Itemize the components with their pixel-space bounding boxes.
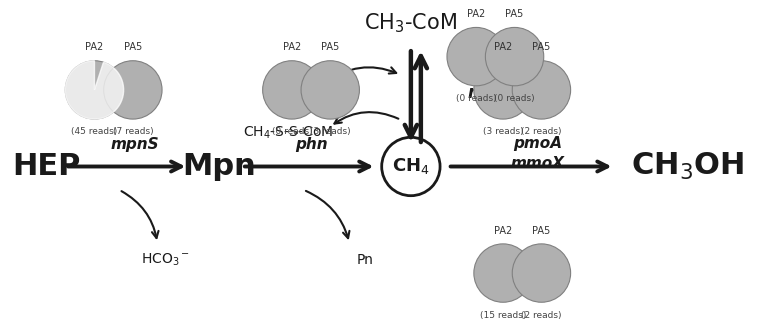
Ellipse shape xyxy=(263,61,321,119)
Text: CH$_3$-CoM: CH$_3$-CoM xyxy=(364,12,458,35)
Text: PA5: PA5 xyxy=(124,42,142,52)
Ellipse shape xyxy=(474,244,532,302)
Text: PA2: PA2 xyxy=(494,225,512,235)
Text: PA5: PA5 xyxy=(532,225,551,235)
Text: PA5: PA5 xyxy=(532,42,551,52)
Ellipse shape xyxy=(447,27,505,86)
Text: mcrA: mcrA xyxy=(468,84,515,102)
Text: (2 reads): (2 reads) xyxy=(521,311,561,320)
Polygon shape xyxy=(65,61,124,119)
Text: PA5: PA5 xyxy=(505,9,524,19)
Ellipse shape xyxy=(474,61,532,119)
Text: HCO$_3$$^-$: HCO$_3$$^-$ xyxy=(141,251,190,268)
Text: HEP: HEP xyxy=(12,152,81,181)
Text: (3 reads): (3 reads) xyxy=(483,128,523,137)
Ellipse shape xyxy=(65,61,124,119)
Text: (45 reads): (45 reads) xyxy=(71,128,118,137)
Text: phn: phn xyxy=(295,137,327,153)
Text: Pn: Pn xyxy=(356,253,373,267)
Ellipse shape xyxy=(485,27,544,86)
Text: PA2: PA2 xyxy=(85,42,104,52)
Text: (3 reads): (3 reads) xyxy=(310,128,350,137)
Text: (0 reads): (0 reads) xyxy=(495,94,535,103)
Text: (15 reads): (15 reads) xyxy=(480,311,526,320)
Text: CoB-SH: CoB-SH xyxy=(277,73,329,87)
Text: CH$_3$OH: CH$_3$OH xyxy=(631,151,744,182)
Text: PA2: PA2 xyxy=(494,42,512,52)
Text: (0 reads): (0 reads) xyxy=(272,128,312,137)
Text: (7 reads): (7 reads) xyxy=(113,128,153,137)
Text: CH$_4$: CH$_4$ xyxy=(392,157,430,176)
Text: PA5: PA5 xyxy=(321,42,339,52)
Text: mmoX: mmoX xyxy=(511,156,564,171)
Text: (0 reads): (0 reads) xyxy=(456,94,496,103)
Text: Mpn: Mpn xyxy=(182,152,256,181)
Text: CH$_4$-S-S-CoM: CH$_4$-S-S-CoM xyxy=(243,125,333,142)
Ellipse shape xyxy=(301,61,359,119)
Text: pmoA: pmoA xyxy=(513,136,562,151)
Text: (2 reads): (2 reads) xyxy=(521,128,561,137)
Text: mpnS: mpnS xyxy=(110,137,159,153)
Text: PA2: PA2 xyxy=(467,9,485,19)
Ellipse shape xyxy=(512,61,571,119)
Text: PA2: PA2 xyxy=(283,42,301,52)
Ellipse shape xyxy=(104,61,162,119)
Ellipse shape xyxy=(512,244,571,302)
